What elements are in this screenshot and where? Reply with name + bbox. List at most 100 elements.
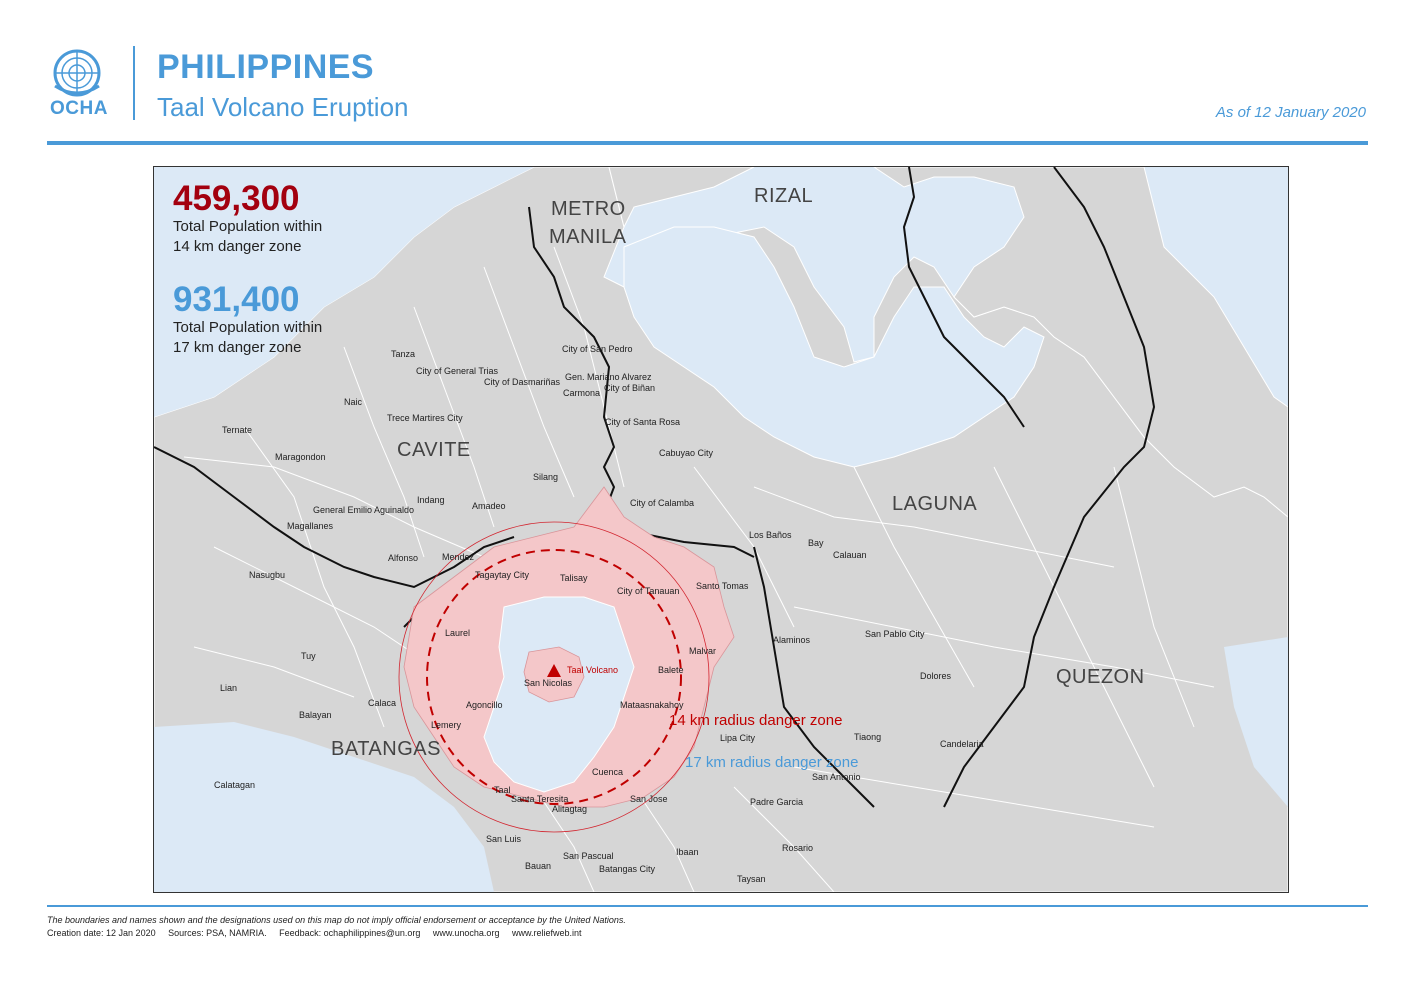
stat-17km-value: 931,400 <box>173 280 300 319</box>
header-divider <box>133 46 135 120</box>
tayabas-bay <box>1224 637 1288 807</box>
volcano-icon <box>547 664 561 677</box>
map-frame: 459,300 Total Population within 14 km da… <box>153 166 1289 893</box>
city-label: Tiaong <box>854 732 882 742</box>
city-label: Ternate <box>222 425 253 435</box>
city-label: Calauan <box>833 550 867 560</box>
disclaimer: The boundaries and names shown and the d… <box>47 915 626 925</box>
sources: Sources: PSA, NAMRIA. <box>168 928 267 938</box>
stat-14km: 459,300 Total Population within 14 km da… <box>173 181 322 257</box>
manila-bay <box>154 167 534 417</box>
volcano-label: Taal Volcano <box>567 665 619 675</box>
city-label: Amadeo <box>472 501 506 511</box>
city-label: San Nicolas <box>524 678 573 688</box>
city-label: Ibaan <box>676 847 699 857</box>
danger-zone-14km-circle <box>426 549 682 805</box>
page-title: PHILIPPINES <box>157 48 375 86</box>
city-label: Cuenca <box>592 767 624 777</box>
danger-zone <box>398 486 735 833</box>
city-label: City of Tanauan <box>617 586 680 596</box>
city-label: Bauan <box>525 861 552 871</box>
link-reliefweb[interactable]: www.reliefweb.int <box>511 928 582 938</box>
city-label: Santa Teresita <box>511 794 569 804</box>
footer-rule <box>47 905 1368 907</box>
stat-17km-label-1: Total Population within <box>173 319 323 336</box>
city-label: Alitagtag <box>552 804 588 814</box>
city-label: City of Calamba <box>630 498 695 508</box>
city-label: Trece Martires City <box>387 413 463 423</box>
city-label: Tanza <box>391 349 416 359</box>
link-unocha[interactable]: www.unocha.org <box>432 928 500 938</box>
stat-14km-label-1: Total Population within <box>173 218 323 235</box>
city-label: Calatagan <box>214 780 256 790</box>
province-label-manila: MANILA <box>549 226 627 248</box>
city-label: San Antonio <box>812 772 861 782</box>
municipal-boundaries <box>183 246 1215 892</box>
city-label: Candelaria <box>940 739 984 749</box>
feedback: Feedback: ochaphilippines@un.org <box>279 928 421 938</box>
city-label: Talisay <box>560 573 588 583</box>
city-label: Laurel <box>445 628 471 638</box>
city-label: Tuy <box>301 651 316 661</box>
city-label: Calaca <box>368 698 397 708</box>
page-subtitle: Taal Volcano Eruption <box>157 92 409 122</box>
city-label: Cabuyao City <box>659 448 714 458</box>
footer-info: Creation date: 12 Jan 2020 Sources: PSA,… <box>47 928 592 938</box>
east-sea <box>1244 167 1288 397</box>
city-label: Taal <box>494 785 511 795</box>
city-label: Taysan <box>737 874 766 884</box>
city-label: Mendez <box>442 552 475 562</box>
stat-17km-label-2: 17 km danger zone <box>173 339 302 356</box>
city-label: Lemery <box>431 720 462 730</box>
city-label: Bay <box>808 538 824 548</box>
stat-14km-label-2: 14 km danger zone <box>173 238 302 255</box>
city-label: Rosario <box>782 843 814 853</box>
city-label: San Pablo City <box>865 629 925 639</box>
city-label: Los Baños <box>749 530 792 540</box>
province-label-cavite: CAVITE <box>397 439 471 461</box>
header-rule <box>47 141 1368 145</box>
city-label: City of San Pedro <box>562 344 633 354</box>
creation-date: Creation date: 12 Jan 2020 <box>47 928 156 938</box>
province-label-batangas: BATANGAS <box>331 738 441 760</box>
city-label: Balete <box>658 665 684 675</box>
laguna-de-bay <box>623 226 1045 468</box>
city-label: San Jose <box>630 794 668 804</box>
city-label: Dolores <box>920 671 952 681</box>
as-of-date: As of 12 January 2020 <box>1215 104 1366 121</box>
province-label-rizal: RIZAL <box>754 185 814 207</box>
city-label: Balayan <box>299 710 332 720</box>
logo-text: OCHA <box>50 98 108 119</box>
province-label-metro: METRO <box>551 198 626 220</box>
city-label: Lipa City <box>720 733 756 743</box>
zone14-label: 14 km radius danger zone <box>669 712 843 729</box>
city-label: Mataasnakahoy <box>620 700 684 710</box>
city-label: City of General Trias <box>416 366 499 376</box>
city-label: City of Dasmariñas <box>484 377 561 387</box>
city-label: Nasugbu <box>249 570 286 580</box>
city-label: Carmona <box>563 388 601 398</box>
province-label-laguna: LAGUNA <box>892 493 978 515</box>
land-north <box>534 167 755 229</box>
city-label: Lian <box>220 683 238 693</box>
city-label: Tagaytay City <box>475 570 530 580</box>
city-label: Silang <box>533 472 559 482</box>
city-label: City of Biñan <box>604 383 656 393</box>
city-label: Gen. Mariano Alvarez <box>565 372 652 382</box>
ocha-logo: OCHA <box>44 46 114 124</box>
land-northeast <box>873 167 1288 518</box>
city-label: Batangas City <box>599 864 656 874</box>
zone17-label: 17 km radius danger zone <box>685 754 859 771</box>
stat-17km: 931,400 Total Population within 17 km da… <box>173 282 322 358</box>
city-label: Malvar <box>689 646 717 656</box>
city-label: Indang <box>417 495 445 505</box>
province-label-quezon: QUEZON <box>1056 666 1145 688</box>
un-emblem-icon <box>53 49 101 97</box>
stat-14km-value: 459,300 <box>173 179 300 218</box>
city-label: San Pascual <box>563 851 614 861</box>
city-label: City of Santa Rosa <box>605 417 681 427</box>
city-label: Padre Garcia <box>750 797 804 807</box>
city-label: Alfonso <box>388 553 419 563</box>
batangas-bay <box>154 722 494 892</box>
city-label: Maragondon <box>275 452 326 462</box>
